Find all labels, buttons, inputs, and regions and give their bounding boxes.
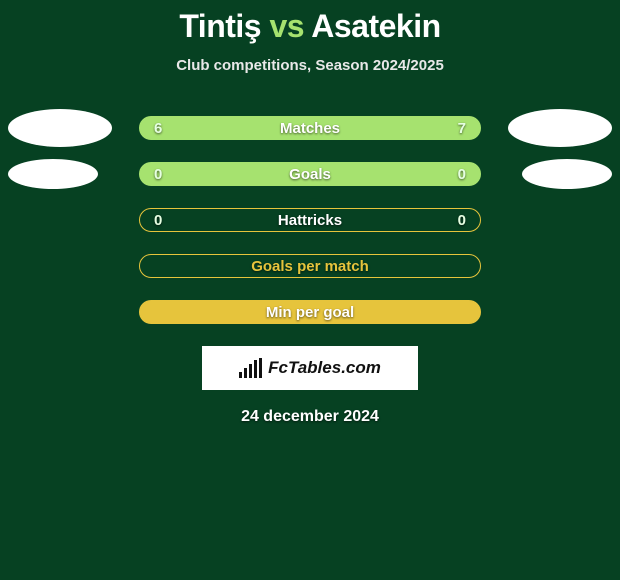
comparison-title: Tintiş vs Asatekin (0, 8, 620, 45)
stat-value-left: 0 (154, 166, 162, 183)
stat-value-left: 6 (154, 120, 162, 137)
stat-bar: 6 Matches 7 (139, 116, 481, 140)
player1-name: Tintiş (179, 8, 261, 44)
player2-name: Asatekin (311, 8, 440, 44)
stat-label: Min per goal (266, 304, 354, 321)
stat-row: Min per goal (0, 300, 620, 324)
stat-value-right: 0 (458, 166, 466, 183)
date-label: 24 december 2024 (0, 408, 620, 426)
stat-label: Hattricks (278, 212, 342, 229)
vs-label: vs (269, 8, 304, 44)
stat-label: Matches (280, 120, 340, 137)
stat-bar: 0 Goals 0 (139, 162, 481, 186)
stat-bar: Goals per match (139, 254, 481, 278)
header: Tintiş vs Asatekin Club competitions, Se… (0, 0, 620, 74)
stat-bar: Min per goal (139, 300, 481, 324)
subtitle: Club competitions, Season 2024/2025 (0, 57, 620, 74)
player2-badge (508, 109, 612, 147)
stat-row: 0 Goals 0 (0, 162, 620, 186)
chart-icon (239, 358, 262, 378)
stat-value-left: 0 (154, 212, 162, 229)
logo-inner: FcTables.com (239, 358, 381, 378)
player1-badge (8, 159, 98, 189)
player2-badge (522, 159, 612, 189)
stat-row: 0 Hattricks 0 (0, 208, 620, 232)
stat-value-right: 7 (458, 120, 466, 137)
stat-value-right: 0 (458, 212, 466, 229)
stats-rows: 6 Matches 7 0 Goals 0 0 Hattricks 0 Goals per mat… (0, 116, 620, 324)
source-logo: FcTables.com (202, 346, 418, 390)
stat-label: Goals per match (251, 258, 369, 275)
stat-row: Goals per match (0, 254, 620, 278)
logo-text: FcTables.com (268, 358, 381, 378)
stat-label: Goals (289, 166, 331, 183)
stat-bar: 0 Hattricks 0 (139, 208, 481, 232)
player1-badge (8, 109, 112, 147)
stat-row: 6 Matches 7 (0, 116, 620, 140)
